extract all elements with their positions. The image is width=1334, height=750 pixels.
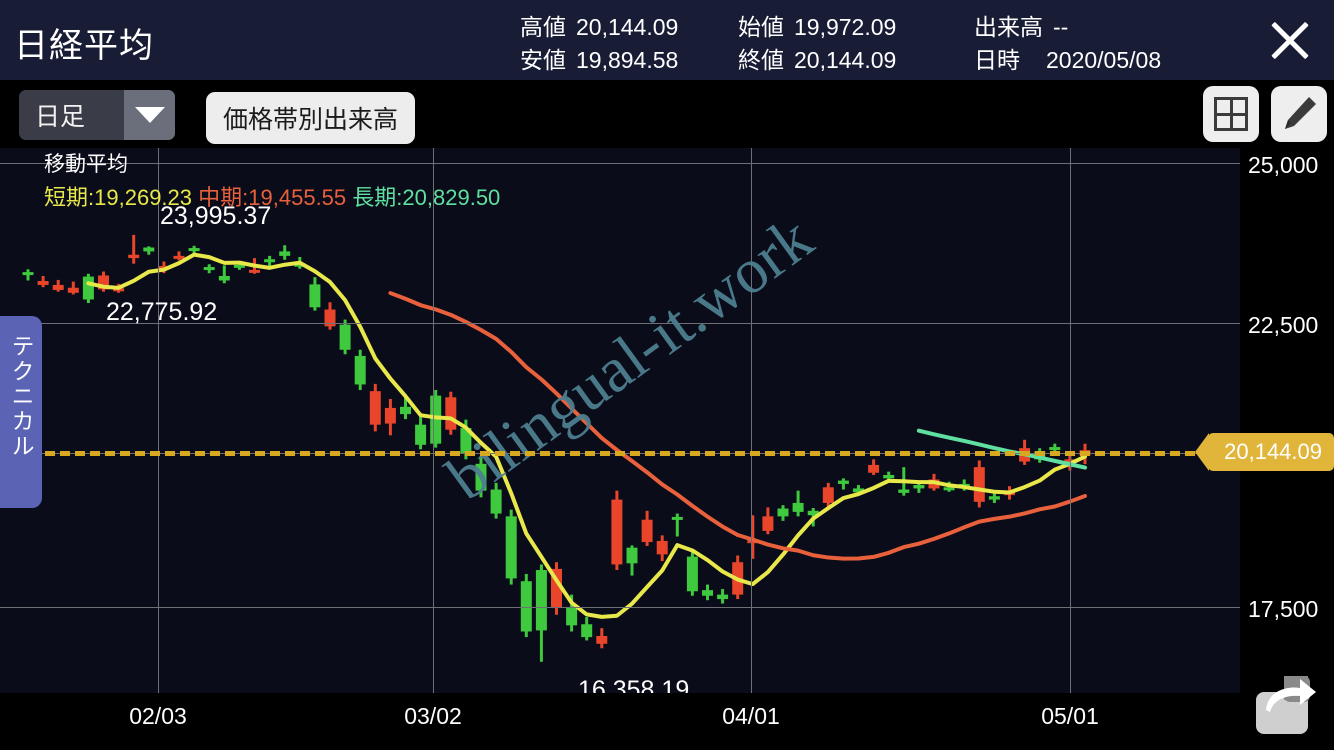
ma-long: 長期:20,829.50: [352, 185, 501, 210]
gridline-0501: [1070, 148, 1071, 693]
stat-datetime: 日時 2020/05/08: [974, 41, 1184, 75]
moving-average-legend: 移動平均 短期:19,269.23 中期:19,455.55 長期:20,829…: [44, 148, 500, 212]
stat-volume-label: 出来高: [974, 13, 1043, 40]
x-tick-0302: 03/02: [404, 703, 462, 729]
ma-long-label: 長期: [352, 185, 397, 210]
page-title: 日経平均: [14, 27, 154, 65]
gridline-17500: [0, 607, 1240, 608]
current-price-badge: 20,144.09: [1195, 433, 1334, 471]
ma-mid-value: 19,455.55: [248, 185, 347, 210]
toolbar: 日足: [0, 80, 1334, 148]
technical-tab-label: テクニカル: [8, 334, 34, 459]
technical-tab[interactable]: テクニカル: [0, 316, 42, 508]
mid-annotation: 22,775.92: [106, 298, 218, 326]
gridline-22500: [0, 323, 1240, 324]
gridline-0203: [158, 148, 159, 693]
y-tick-17500: 17,500: [1248, 596, 1319, 622]
stat-datetime-value: 2020/05/08: [1046, 46, 1162, 73]
ma-short: 短期:19,269.23: [44, 185, 193, 210]
stat-open: 始値 19,972.09: [738, 8, 974, 42]
timeframe-select[interactable]: 日足: [19, 90, 175, 140]
stat-open-label: 始値: [738, 13, 784, 40]
gridline-0401: [751, 148, 752, 693]
ma-mid: 中期:19,455.55: [198, 185, 347, 210]
ma-mid-label: 中期: [198, 185, 243, 210]
volume-by-price-button[interactable]: 価格帯別出来高: [206, 92, 416, 144]
gridline-0302: [433, 148, 434, 693]
stat-low: 安値 19,894.58: [520, 41, 738, 75]
share-icon[interactable]: [1248, 664, 1326, 742]
stat-volume: 出来高 --: [974, 8, 1184, 42]
y-axis: [1240, 148, 1334, 693]
high-annotation: 23,995.37: [160, 202, 272, 230]
stat-high-label: 高値: [520, 13, 566, 40]
x-tick-0203: 02/03: [129, 703, 187, 729]
grid-icon[interactable]: [1203, 86, 1259, 142]
candlestick-series: [22, 234, 1091, 662]
ma-short-value: 19,269.23: [94, 185, 193, 210]
stat-volume-value: --: [1053, 13, 1069, 40]
header-bar: 日経平均 高値 20,144.09 始値 19,972.09 出来高 -- 安値: [0, 0, 1334, 80]
stat-high-value: 20,144.09: [576, 13, 679, 40]
ma-short-label: 短期: [44, 185, 89, 210]
chart-plot-area[interactable]: bilingual-it.work 移動平均 短期:19,269.23 中期:1…: [0, 148, 1240, 693]
quote-stats-row: 安値 19,894.58 終値 20,144.09 日時 2020/05/08: [520, 41, 1184, 74]
quote-stats: 高値 20,144.09 始値 19,972.09 出来高 -- 安値 19,8…: [520, 8, 1184, 74]
timeframe-value: 日足: [35, 103, 86, 131]
pencil-icon[interactable]: [1271, 86, 1327, 142]
low-annotation: 16,358.19: [578, 676, 690, 693]
quote-stats-row: 高値 20,144.09 始値 19,972.09 出来高 --: [520, 8, 1184, 41]
stat-close: 終値 20,144.09: [738, 41, 974, 75]
stat-close-value: 20,144.09: [794, 46, 897, 73]
stat-high: 高値 20,144.09: [520, 8, 738, 42]
ma-legend-values: 短期:19,269.23 中期:19,455.55 長期:20,829.50: [44, 180, 500, 212]
stat-open-value: 19,972.09: [794, 13, 897, 40]
stat-datetime-label: 日時: [974, 46, 1020, 73]
stat-close-label: 終値: [738, 46, 784, 73]
x-tick-0501: 05/01: [1041, 703, 1099, 729]
stat-low-label: 安値: [520, 46, 566, 73]
stat-low-value: 19,894.58: [576, 46, 679, 73]
gridline-25000: [0, 163, 1240, 164]
chevron-down-icon[interactable]: [124, 90, 175, 140]
ma-long-value: 20,829.50: [402, 185, 501, 210]
close-icon[interactable]: [1260, 10, 1320, 70]
y-tick-25000: 25,000: [1248, 152, 1319, 178]
current-price-line: [0, 451, 1240, 456]
x-tick-0401: 04/01: [722, 703, 780, 729]
ma-legend-title: 移動平均: [44, 153, 128, 176]
y-tick-22500: 22,500: [1248, 312, 1319, 338]
